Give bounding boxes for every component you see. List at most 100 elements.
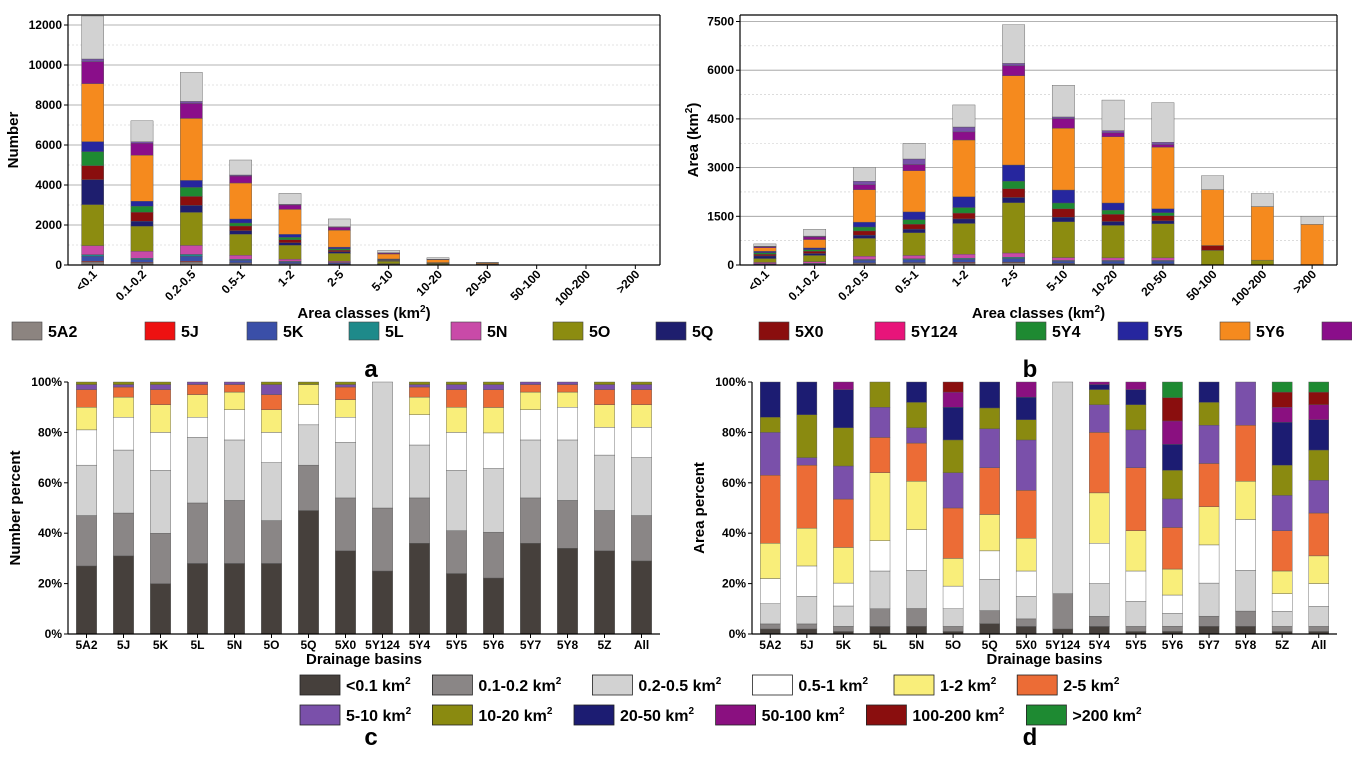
- bar-b-5-10-5z: [1052, 85, 1074, 117]
- x-tick-label-5j: 5J: [117, 638, 130, 652]
- bar-d-5n-0-2-0-5-km: [906, 570, 926, 608]
- bar-d-all-1-2-km: [1309, 556, 1329, 584]
- bar-d-5x0-0-2-0-5-km: [1016, 596, 1036, 619]
- bar-b-5-10-5y6: [1052, 128, 1074, 190]
- legend-label-sup: 2: [991, 676, 997, 687]
- legend-label-text: 0.1-0.2 km: [478, 678, 555, 695]
- bar-b-1-2-5y5: [953, 197, 975, 208]
- bar-a-0-1-5z: [82, 16, 104, 59]
- bar-d-all-20-50-km: [1309, 420, 1329, 450]
- bar-d-5o-10-20-km: [943, 440, 963, 473]
- bar-b-20-50-5y4: [1152, 213, 1174, 216]
- bar-b-0-2-0-5-5k: [853, 260, 875, 263]
- bar-d-5z-100-200-km: [1272, 392, 1292, 407]
- x-tick-label-5y4: 5Y4: [409, 638, 431, 652]
- bar-d-5y8-0-1-km: [1236, 626, 1256, 634]
- bar-a-0-2-0-5-5k: [180, 256, 202, 261]
- bar-d-5o-2-5-km: [943, 508, 963, 558]
- x-tick-label-5l: 5L: [873, 638, 887, 652]
- bar-b-0-2-0-5-5y7: [853, 185, 875, 190]
- bar-b-2-5-5k: [1002, 259, 1024, 263]
- bar-a-0-2-0-5-5l: [180, 254, 202, 256]
- bar-d-5j-20-50-km: [797, 382, 817, 415]
- bar-c-5k-0-2-0-5-km: [150, 470, 170, 533]
- legend-label-5y4: 5Y4: [1052, 324, 1081, 341]
- bar-b-0-1-0-2-5y4: [803, 250, 825, 252]
- x-tick-label-2-5: 2-5: [324, 267, 346, 289]
- bar-c-5x0-1-2-km: [335, 400, 355, 418]
- y-tick-label-5: 7500: [707, 14, 734, 28]
- bar-b-0-1-0-2-5y7: [803, 237, 825, 240]
- bar-c-all-0-1-km: [631, 561, 651, 634]
- x-tick-label-100-200: 100-200: [1228, 267, 1269, 308]
- panel-label-d: d: [1023, 724, 1038, 751]
- y-tick-label-5: 100%: [715, 375, 746, 389]
- bar-b-0-5-1-5o: [903, 233, 925, 256]
- bar-d-5j-0-5-1-km: [797, 566, 817, 596]
- bar-c-5j-0-5-1-km: [113, 417, 133, 450]
- bar-c-5y124-0-2-0-5-km: [372, 382, 392, 508]
- y-tick-label-1: 2000: [35, 218, 62, 232]
- x-tick-label-5y7: 5Y7: [1198, 638, 1220, 652]
- bar-d-5k-2-5-km: [833, 499, 853, 547]
- bar-a-0-1-0-2-5y5: [131, 201, 153, 206]
- legend-label-100-200-km: 100-200 km2: [912, 706, 1004, 725]
- x-axis-title-close: ): [426, 305, 431, 322]
- bar-c-5y8-0-5-1-km: [557, 407, 577, 440]
- bar-d-5n-10-20-km: [906, 402, 926, 427]
- legend-label-text: 20-50 km: [620, 708, 689, 725]
- bar-b-2-5-5y8: [1002, 63, 1024, 65]
- bar-d-5l-0-1-km: [870, 626, 890, 634]
- bar-c-5y7-0-2-0-5-km: [520, 440, 540, 498]
- bar-d-5o-100-200-km: [943, 382, 963, 392]
- bar-c-all-1-2-km: [631, 405, 651, 428]
- x-axis-title-text: Drainage basins: [306, 651, 422, 668]
- bar-d-5y7-1-2-km: [1199, 507, 1219, 545]
- bar-b-5-10-5q: [1052, 217, 1074, 222]
- bar-c-5a2-0-5-1-km: [76, 430, 96, 465]
- y-axis-title-text: Area percent: [691, 462, 708, 554]
- bar-d-5o-50-100-km: [943, 392, 963, 407]
- bar-b-50-100-5y6: [1201, 190, 1223, 246]
- bar-a-1-2-5q: [279, 243, 301, 245]
- bar-c-5o-0-1-0-2-km: [261, 521, 281, 564]
- bar-c-all-5-10-km: [631, 385, 651, 390]
- bar-c-5y5-0-2-0-5-km: [446, 470, 466, 530]
- legend-label-5y6: 5Y6: [1256, 324, 1285, 341]
- x-tick-label-2-5: 2-5: [999, 267, 1021, 289]
- legend-label-sup: 2: [405, 676, 411, 687]
- bar-d-5y124-0-1-km: [1053, 629, 1073, 634]
- y-axis-title: Area percent: [691, 462, 708, 554]
- legend-label-sup: 2: [999, 706, 1005, 717]
- bar-d-5k-0-2-0-5-km: [833, 606, 853, 626]
- bar-b-20-50-5o: [1152, 224, 1174, 258]
- x-tick-label-5o: 5O: [263, 638, 279, 652]
- bar-b-0-1-5y4: [754, 253, 776, 255]
- bar-b-5-10-5y7: [1052, 119, 1074, 129]
- bar-d-5y4-50-100-km: [1089, 382, 1109, 385]
- bar-a-0-1-0-2-5q: [131, 221, 153, 226]
- bar-a-0-1-5q: [82, 180, 104, 205]
- bar-c-all-2-5-km: [631, 390, 651, 405]
- bar-d-all-5-10-km: [1309, 480, 1329, 513]
- bar-c-5x0-2-5-km: [335, 387, 355, 400]
- bar-a-0-5-1-5k: [230, 260, 252, 263]
- x-axis-title: Area classes (km2): [972, 304, 1105, 322]
- bar-a-0-1-5n: [82, 246, 104, 255]
- x-tick-label-5y6: 5Y6: [483, 638, 505, 652]
- bar-b-0-1-5o: [754, 259, 776, 263]
- bar-b-10-20-5k: [1102, 261, 1124, 264]
- panel-label-a: a: [364, 356, 378, 383]
- bar-c-5y4-5-10-km: [409, 385, 429, 388]
- bar-a-0-1-5x0: [82, 166, 104, 180]
- y-tick-label-0: 0%: [729, 627, 747, 641]
- bar-a-2-5-5y5: [328, 247, 350, 249]
- bar-c-5y7-1-2-km: [520, 392, 540, 410]
- y-tick-label-0: 0%: [45, 627, 63, 641]
- bar-b-1-2-5o: [953, 223, 975, 254]
- bar-d-5a2-2-5-km: [760, 475, 780, 543]
- y-tick-label-6: 12000: [29, 18, 63, 32]
